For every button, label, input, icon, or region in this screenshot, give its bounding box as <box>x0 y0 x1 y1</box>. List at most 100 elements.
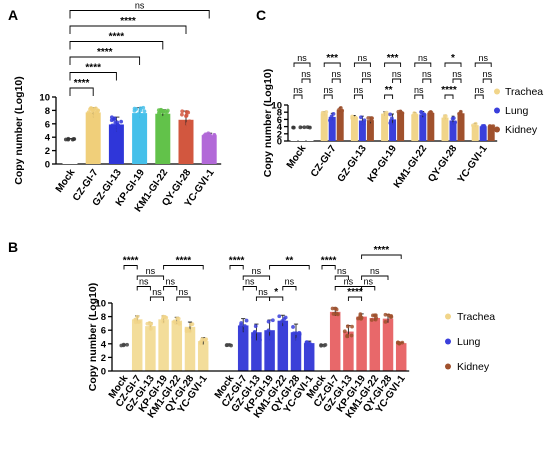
panel-b-lung-data-point <box>308 342 312 347</box>
panel-b-kidney-data-point <box>331 312 336 316</box>
panel-c-legend-swatch <box>494 88 500 95</box>
panel-c-kidney-bar <box>336 109 344 141</box>
panel-b-lung-data-point <box>266 328 271 333</box>
panel-label-c: C <box>256 7 266 23</box>
panel-c-significance-label: ns <box>414 85 424 95</box>
panel-c-y-axis-label: Copy number (Log10) <box>262 69 274 178</box>
panel-c-trachea-bar <box>350 117 358 141</box>
panel-a-data-point <box>89 114 94 118</box>
panel-b-significance-label: ns <box>370 266 380 276</box>
panel-b-significance-label: **** <box>347 287 363 298</box>
panel-c-lung-data-point <box>298 125 303 130</box>
panel-c-significance-label: ns <box>418 53 428 63</box>
panel-c-significance-bracket <box>361 78 371 83</box>
panel-a-data-point <box>112 117 117 122</box>
panel-label-a: A <box>8 7 18 23</box>
panel-c-kidney-bar <box>366 120 374 141</box>
panel-c-significance-label: *** <box>387 53 399 64</box>
panel-b-lung-data-point <box>291 331 296 336</box>
panel-a-data-point <box>180 112 184 117</box>
panel-c-trachea-bar <box>411 114 419 141</box>
panel-a-data-point <box>156 114 161 119</box>
panel-b-trachea-bar <box>131 319 143 371</box>
panel-b-legend-entry: Trachea <box>457 311 495 323</box>
panel-b-lung-data-point <box>243 328 248 333</box>
panel-b-lung-bar <box>251 332 262 371</box>
panel-b-significance-label: ns <box>363 277 373 287</box>
panel-b-trachea-data-point <box>161 314 166 319</box>
panel-c-significance-label: ns <box>478 53 488 63</box>
panel-a-ytick-label: 8 <box>45 106 50 117</box>
panel-c-significance-label: ** <box>385 85 393 96</box>
panel-b-kidney-data-point <box>369 318 374 322</box>
panel-b-lung-data-point <box>283 323 287 328</box>
panel-c-trachea-bar <box>381 113 389 141</box>
panel-a-significance-bracket <box>69 25 187 34</box>
panel-b-lung-data-point <box>244 318 249 323</box>
panel-c-kidney-bar <box>306 127 314 141</box>
panel-a-data-point <box>94 110 99 114</box>
panel-c-significance-bracket <box>301 78 311 83</box>
panel-c-trachea-data-point <box>385 112 389 117</box>
panel-a-significance-bracket <box>69 10 210 19</box>
panel-b-trachea-data-point <box>147 320 152 325</box>
panel-c-lung-bar <box>389 119 397 141</box>
panel-b-significance-label: **** <box>229 256 245 267</box>
panel-c-significance-bracket <box>331 78 341 83</box>
panel-c-ytick-label: 6 <box>277 115 282 126</box>
panel-a-data-point <box>142 109 147 114</box>
panel-b-kidney-data-point <box>373 317 378 322</box>
panel-c-category-label: QY-GI-28 <box>426 143 459 184</box>
panel-b-legend-entry: Kidney <box>457 361 490 373</box>
panel-b-significance-bracket <box>361 286 376 291</box>
panel-b-kidney-data-point <box>342 329 347 334</box>
panel-b-trachea-data-point <box>198 341 203 346</box>
panel-b-significance-label: ns <box>165 277 175 287</box>
panel-b-significance-label: **** <box>321 256 337 267</box>
panel-a-data-point <box>207 134 212 138</box>
panel-b-significance-bracket <box>176 296 191 301</box>
panel-b-trachea-data-point <box>173 321 178 325</box>
panel-c-legend-swatch <box>494 107 500 114</box>
panel-a-data-point <box>163 109 168 114</box>
panel-c-trachea-data-point <box>291 125 296 130</box>
panel-c-significance-label: ns <box>474 85 484 95</box>
panel-c-legend-swatch <box>494 126 500 133</box>
panel-c-kidney-data-point <box>339 109 344 113</box>
panel-b-lung-data-point <box>270 337 275 342</box>
panel-b-significance-label: **** <box>176 256 192 267</box>
panel-b-significance-bracket <box>282 286 297 291</box>
panel-b-significance-bracket <box>242 286 257 291</box>
panel-b-significance-bracket <box>361 254 402 259</box>
panel-b-lung-data-point <box>229 343 233 348</box>
panel-b-kidney-data-point <box>372 313 377 318</box>
panel-b-trachea-data-point <box>121 343 126 348</box>
panel-b-trachea-bar <box>197 341 209 371</box>
panel-c-kidney-data-point <box>338 106 343 110</box>
panel-a-bar <box>62 139 78 164</box>
panel-b-lung-data-point <box>277 314 282 319</box>
panel-c-trachea-bar <box>441 117 449 141</box>
panel-c-kidney-bar <box>397 112 405 141</box>
panel-b-trachea-data-point <box>135 314 140 319</box>
panel-b-lung-data-point <box>266 319 271 324</box>
panel-b-lung-bar <box>264 330 275 371</box>
panel-b-significance-bracket <box>163 265 204 270</box>
panel-a-data-point <box>181 123 185 128</box>
panel-c-lung-data-point <box>422 112 427 117</box>
panel-c-significance-bracket <box>452 78 462 83</box>
panel-b-trachea-data-point <box>161 319 166 324</box>
panel-c-significance-bracket <box>323 94 333 99</box>
panel-b-lung-data-point <box>270 318 275 323</box>
panel-b-significance-bracket <box>347 296 363 301</box>
panel-a-category-label: Mock <box>54 167 78 195</box>
panel-b-kidney-bar <box>382 318 394 371</box>
panel-b-significance-label: ns <box>152 287 162 297</box>
panel-c-ytick-label: 10 <box>271 101 282 112</box>
panel-a-data-point <box>71 137 76 141</box>
panel-a-data-point <box>119 119 124 124</box>
panel-b-legend-swatch <box>445 363 451 370</box>
panel-a-bar <box>155 113 171 164</box>
panel-c-significance-label: ns <box>293 85 303 95</box>
